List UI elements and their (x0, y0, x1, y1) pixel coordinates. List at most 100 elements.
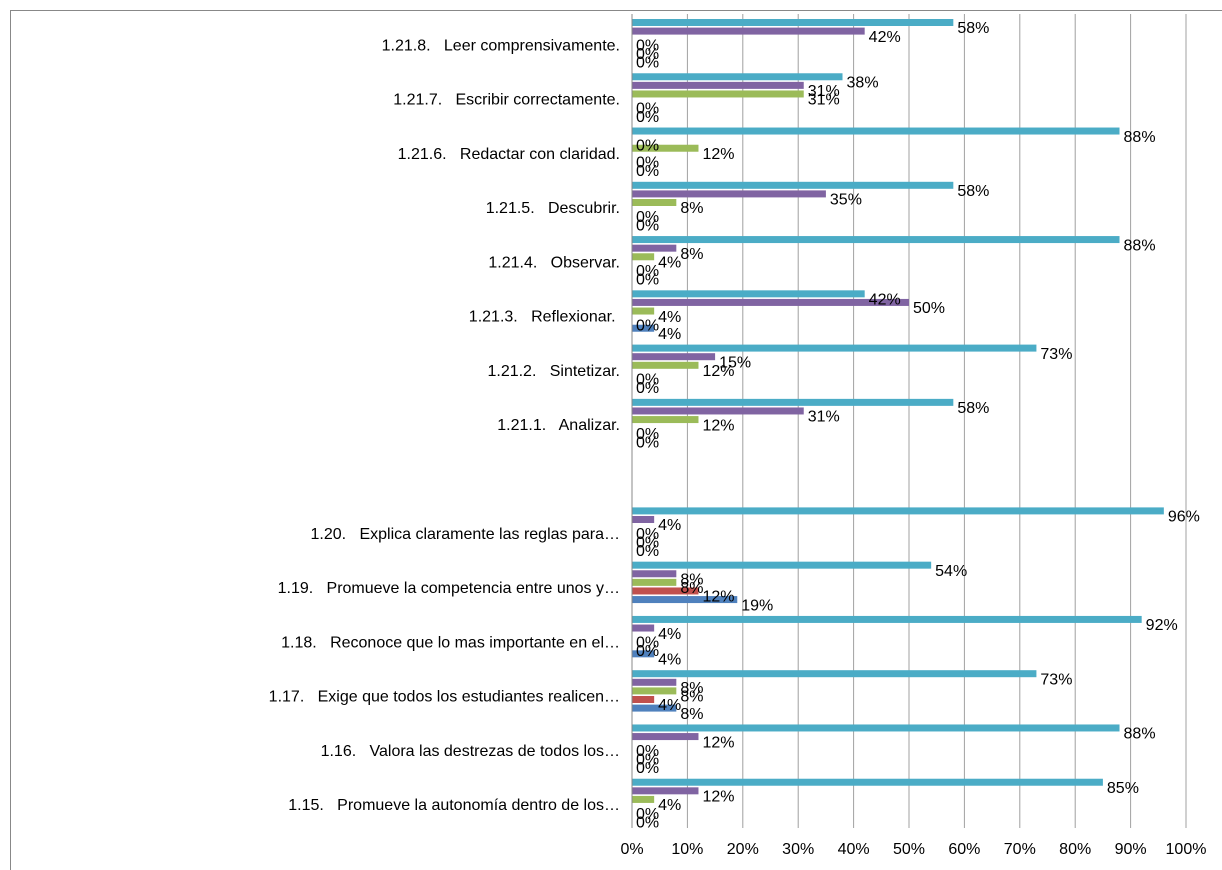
x-tick-label: 20% (727, 841, 759, 858)
chart-border (10, 10, 1222, 870)
bar (632, 298, 909, 306)
value-label: 4% (658, 517, 681, 534)
bar (632, 407, 804, 415)
y-tick-label: 1.21.1. Analizar. (497, 417, 620, 434)
bar (632, 81, 804, 89)
bar (632, 73, 843, 81)
value-label: 0% (636, 760, 659, 777)
bar (632, 307, 655, 315)
value-label: 31% (808, 83, 840, 100)
value-label: 58% (957, 20, 989, 37)
bar (632, 687, 677, 695)
bar (632, 596, 738, 604)
y-tick-label: 1.15. Promueve la autonomía dentro de lo… (288, 797, 620, 814)
value-label: 12% (702, 734, 734, 751)
value-label: 96% (1168, 509, 1200, 526)
value-label: 0% (636, 526, 659, 543)
bar (632, 670, 1037, 678)
y-tick-label: 1.18. Reconoce que lo mas importante en … (281, 634, 620, 651)
value-label: 0% (636, 372, 659, 389)
value-label: 0% (636, 55, 659, 72)
bar (632, 253, 655, 261)
value-label: 8% (680, 706, 703, 723)
bar (632, 570, 677, 578)
x-tick-label: 10% (671, 841, 703, 858)
x-tick-label: 30% (782, 841, 814, 858)
y-tick-label: 1.21.7. Escribir correctamente. (393, 92, 620, 109)
bar (632, 516, 655, 523)
bar (632, 696, 655, 703)
bar (632, 507, 1164, 515)
bar (632, 724, 1120, 732)
value-label: 92% (1146, 617, 1178, 634)
y-tick-label: 1.16. Valora las destrezas de todos los… (321, 743, 620, 760)
value-label: 4% (658, 697, 681, 714)
y-tick-label: 1.21.2. Sintetizar. (487, 363, 620, 380)
y-tick-label: 1.21.5. Descubrir. (486, 200, 620, 217)
value-label: 0% (636, 155, 659, 172)
value-label: 0% (636, 317, 659, 334)
value-label: 8% (680, 571, 703, 588)
value-label: 85% (1107, 780, 1139, 797)
value-label: 8% (680, 680, 703, 697)
value-label: 0% (636, 100, 659, 117)
value-label: 0% (636, 109, 659, 126)
bar (632, 578, 677, 586)
x-tick-label: 80% (1059, 841, 1091, 858)
x-tick-label: 100% (1166, 841, 1207, 858)
value-label: 0% (636, 426, 659, 443)
bar (632, 190, 826, 198)
value-label: 12% (702, 589, 734, 606)
x-tick-label: 90% (1115, 841, 1147, 858)
bar (632, 344, 1037, 352)
value-label: 0% (636, 209, 659, 226)
value-label: 0% (636, 137, 659, 154)
value-label: 4% (658, 797, 681, 814)
bar (632, 27, 865, 35)
x-tick-label: 70% (1004, 841, 1036, 858)
value-label: 12% (702, 417, 734, 434)
value-label: 4% (658, 254, 681, 271)
bar (632, 236, 1120, 244)
value-label: 0% (636, 434, 659, 451)
value-label: 8% (680, 200, 703, 217)
value-label: 4% (658, 652, 681, 669)
y-tick-label: 1.21.6. Redactar con claridad. (398, 146, 620, 163)
value-label: 0% (636, 534, 659, 551)
value-label: 0% (636, 806, 659, 823)
value-label: 8% (680, 580, 703, 597)
value-label: 12% (702, 363, 734, 380)
value-label: 12% (702, 789, 734, 806)
bar (632, 787, 699, 795)
value-label: 54% (935, 563, 967, 580)
value-label: 50% (913, 300, 945, 317)
x-tick-label: 0% (620, 841, 643, 858)
bar (632, 19, 954, 26)
bar (632, 361, 699, 369)
value-label: 58% (957, 400, 989, 417)
value-label: 0% (636, 46, 659, 63)
bar (632, 324, 655, 332)
y-tick-label: 1.21.3. Reflexionar. (469, 309, 620, 326)
bar (632, 561, 932, 569)
bar (632, 650, 655, 658)
y-tick-label: 1.19. Promueve la competencia entre unos… (278, 580, 620, 597)
value-label: 4% (658, 326, 681, 343)
x-tick-label: 50% (893, 841, 925, 858)
value-label: 0% (636, 743, 659, 760)
y-tick-label: 1.17. Exige que todos los estudiantes re… (269, 689, 620, 706)
value-label: 42% (869, 292, 901, 309)
value-label: 0% (636, 543, 659, 560)
value-label: 0% (636, 263, 659, 280)
bar (632, 244, 677, 252)
value-label: 73% (1040, 671, 1072, 688)
value-label: 0% (636, 643, 659, 660)
bar (632, 199, 677, 206)
value-label: 88% (1124, 129, 1156, 146)
bar (632, 778, 1103, 786)
value-label: 42% (869, 29, 901, 46)
bar (632, 398, 954, 406)
bar (632, 587, 699, 595)
bar (632, 624, 655, 632)
